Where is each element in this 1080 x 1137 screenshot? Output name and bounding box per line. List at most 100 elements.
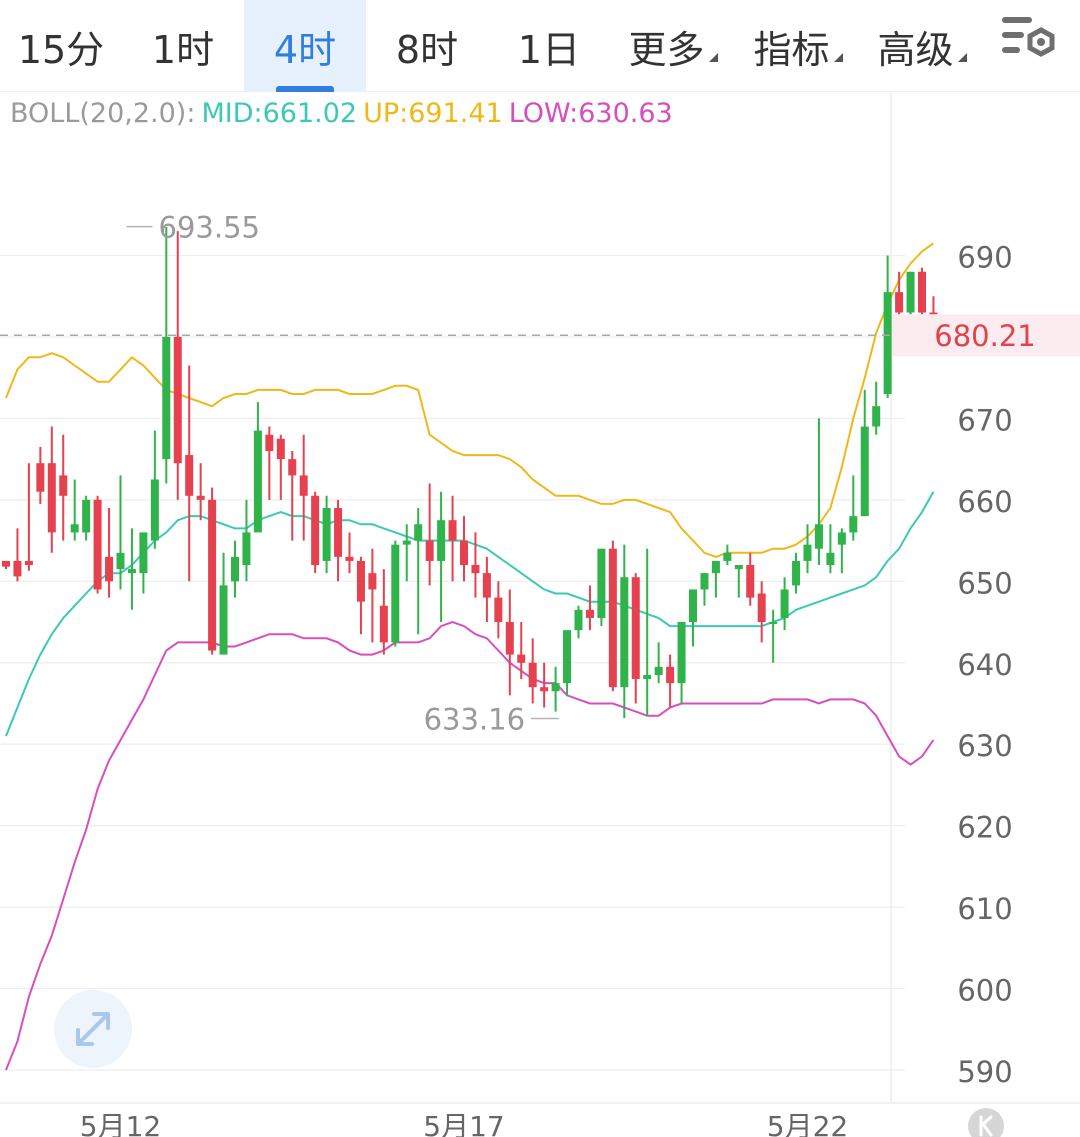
candle-body [471,565,480,574]
tab-indicators[interactable]: 指标 [736,0,860,92]
y-tick-label: 670 [957,403,1012,437]
candle-body [849,516,858,533]
candle-body [597,548,606,618]
candle-body [265,434,274,451]
candle-body [677,622,686,684]
candle-body [150,479,159,541]
candle-body [47,463,56,533]
candle-body [116,552,125,570]
candle-body [814,524,823,549]
candle-body [666,666,675,684]
candle-body [608,548,617,688]
active-tab-indicator [276,86,334,92]
candle-body [127,569,136,574]
y-tick-label: 630 [957,729,1012,763]
y-tick-label: 600 [957,974,1012,1008]
candle-body [448,520,457,541]
candle-body [93,499,102,590]
candle-body [654,666,663,675]
tab-15min[interactable]: 15分 [17,27,105,72]
candle-body [723,552,732,561]
candle-body [620,577,629,688]
candle-body [322,507,331,561]
y-tick-label: 620 [957,811,1012,845]
candle-body [437,520,446,561]
x-tick-label: 5月12 [80,1110,161,1137]
dropdown-caret-icon [708,52,718,62]
candle-body [803,544,812,561]
boll-legend-name: BOLL(20,2.0): [10,98,196,129]
candle-body [700,573,709,590]
candle-body [59,475,68,496]
chart-settings-icon[interactable] [998,10,1062,74]
candle-body [253,430,262,533]
current-price-badge [892,314,1080,357]
candle-body [391,544,400,643]
candle-body [24,560,33,566]
candlestick-chart[interactable]: 590 600 610 620 630 640 650 660 670 690 5月12 5月17 5月… [0,92,1080,1137]
boll-mid-line [5,491,935,737]
candle-body [528,662,537,688]
candle-body [918,271,926,313]
tab-1hour[interactable]: 1时 [151,27,215,72]
candle-body [425,540,434,561]
candle-body [734,565,743,570]
candle-body [883,292,892,394]
x-tick-label: 5月22 [767,1110,848,1137]
candle-body [70,524,79,533]
x-tick-label: 5月17 [423,1110,504,1137]
candle-body [711,560,720,574]
timeframe-tabbar: 15分 1时 4时 8时 1日 更多 指标 高级 [0,0,1080,92]
candle-body [689,589,697,623]
dropdown-caret-icon [833,52,843,62]
tab-1day[interactable]: 1日 [517,27,581,72]
candle-body [368,573,377,590]
candle-body [860,426,869,517]
candle-body [895,292,904,313]
expand-arrows-icon [76,1012,110,1046]
candle-body [208,499,217,651]
candle-body [173,336,182,464]
candle-body [162,336,171,460]
tab-8hour[interactable]: 8时 [395,27,459,72]
candle-body [746,565,755,598]
high-annotation: 693.55 [159,211,260,245]
candle-body [345,556,354,561]
candle-body [242,532,251,566]
candle-body [631,577,640,680]
tab-advanced[interactable]: 高级 [860,0,984,92]
kline-badge-icon[interactable] [968,1108,1004,1137]
boll-legend: BOLL(20,2.0): MID:661.02 UP:691.41 LOW:630.… [10,98,679,132]
candle-body [826,552,835,566]
candle-body [482,573,491,598]
candle-body [334,507,343,557]
dropdown-caret-icon [957,52,967,62]
candle-body [643,674,652,680]
candle-body [563,630,572,684]
candle-body [379,605,388,643]
tab-more[interactable]: 更多 [610,0,736,92]
candle-body [299,475,308,496]
candle-body [780,589,789,618]
y-tick-label: 650 [957,566,1012,600]
candle-body [585,609,594,618]
fullscreen-button[interactable] [54,990,132,1068]
candle-body [2,560,10,567]
candle-body [494,597,503,623]
candle-body [540,687,549,692]
candle-body [356,560,365,602]
tab-4hour[interactable]: 4时 [244,0,366,92]
candle-body [82,499,91,533]
candle-body [460,540,468,566]
candle-body [219,585,228,655]
candle-body [757,593,766,623]
candle-body [769,622,778,625]
candle-body [139,532,148,574]
candle-body [288,459,297,476]
boll-legend-low: LOW:630.63 [508,98,673,129]
candle-body [505,622,514,655]
candle-body [837,532,846,545]
candle-body [311,495,320,566]
candle-body [792,560,801,586]
candle-body [276,438,285,460]
